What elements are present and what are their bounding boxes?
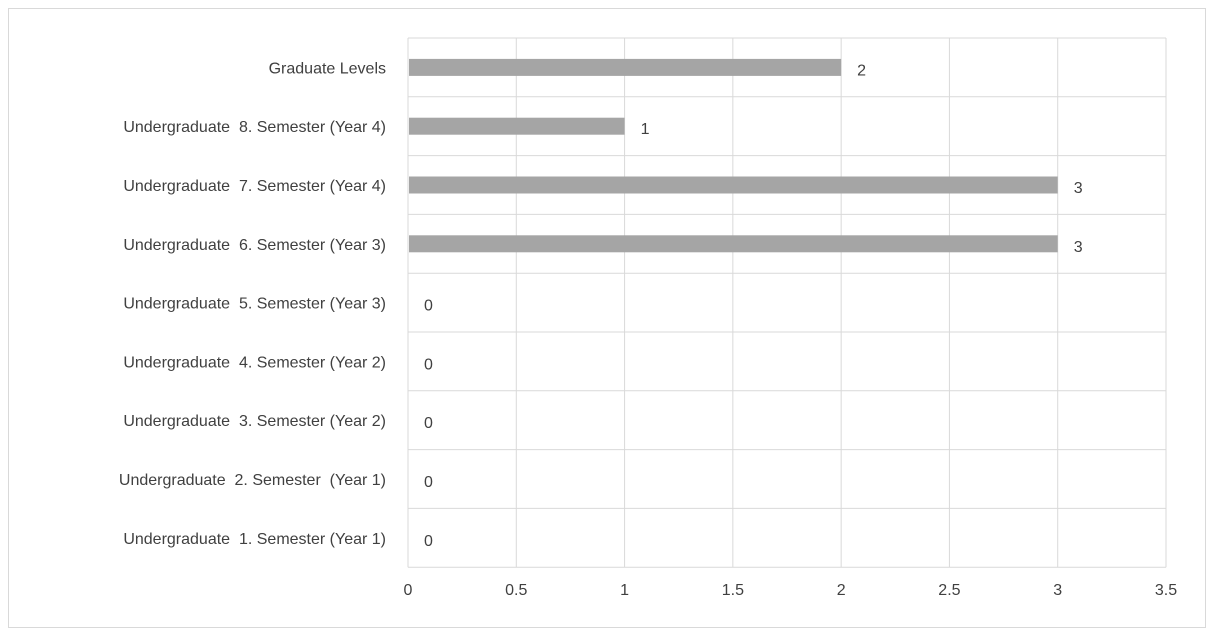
data-label: 3 — [1074, 239, 1083, 256]
category-label: Graduate Levels — [269, 60, 386, 77]
category-label: Undergraduate 8. Semester (Year 4) — [123, 119, 386, 136]
data-label: 1 — [641, 121, 650, 138]
data-label: 0 — [424, 298, 433, 315]
category-label: Undergraduate 3. Semester (Year 2) — [123, 413, 386, 430]
bars — [409, 58, 1058, 253]
x-tick-label: 2 — [837, 582, 846, 599]
bar-chart: 0 0 0 0 0 3 3 1 2 Undergraduate 1. Semester (Yea… — [119, 37, 1178, 599]
bar — [409, 235, 1058, 253]
data-label: 0 — [424, 533, 433, 550]
bar — [409, 58, 842, 76]
data-label: 2 — [857, 62, 866, 79]
category-label: Undergraduate 1. Semester (Year 1) — [123, 531, 386, 548]
x-tick-label: 1.5 — [722, 582, 744, 599]
category-label: Undergraduate 4. Semester (Year 2) — [123, 354, 386, 371]
data-label: 0 — [424, 415, 433, 432]
category-label: Undergraduate 2. Semester (Year 1) — [119, 472, 386, 489]
category-label: Undergraduate 5. Semester (Year 3) — [123, 296, 386, 313]
category-label: Undergraduate 6. Semester (Year 3) — [123, 237, 386, 254]
value-axis-labels: 0 0.5 1 1.5 2 2.5 3 3.5 — [404, 582, 1178, 599]
bar — [409, 176, 1058, 194]
data-label: 0 — [424, 356, 433, 373]
category-axis-labels: Undergraduate 1. Semester (Year 1) Underg… — [119, 60, 386, 547]
x-tick-label: 1 — [620, 582, 629, 599]
data-label: 0 — [424, 474, 433, 491]
x-tick-label: 0 — [404, 582, 413, 599]
x-tick-label: 3.5 — [1155, 582, 1177, 599]
category-label: Undergraduate 7. Semester (Year 4) — [123, 178, 386, 195]
data-label: 3 — [1074, 180, 1083, 197]
x-tick-label: 3 — [1053, 582, 1062, 599]
gridlines — [407, 37, 1167, 568]
chart-frame — [8, 8, 1206, 628]
data-labels: 0 0 0 0 0 3 3 1 2 — [424, 62, 1083, 549]
x-tick-label: 0.5 — [505, 582, 527, 599]
x-tick-label: 2.5 — [938, 582, 960, 599]
bar — [409, 117, 625, 135]
